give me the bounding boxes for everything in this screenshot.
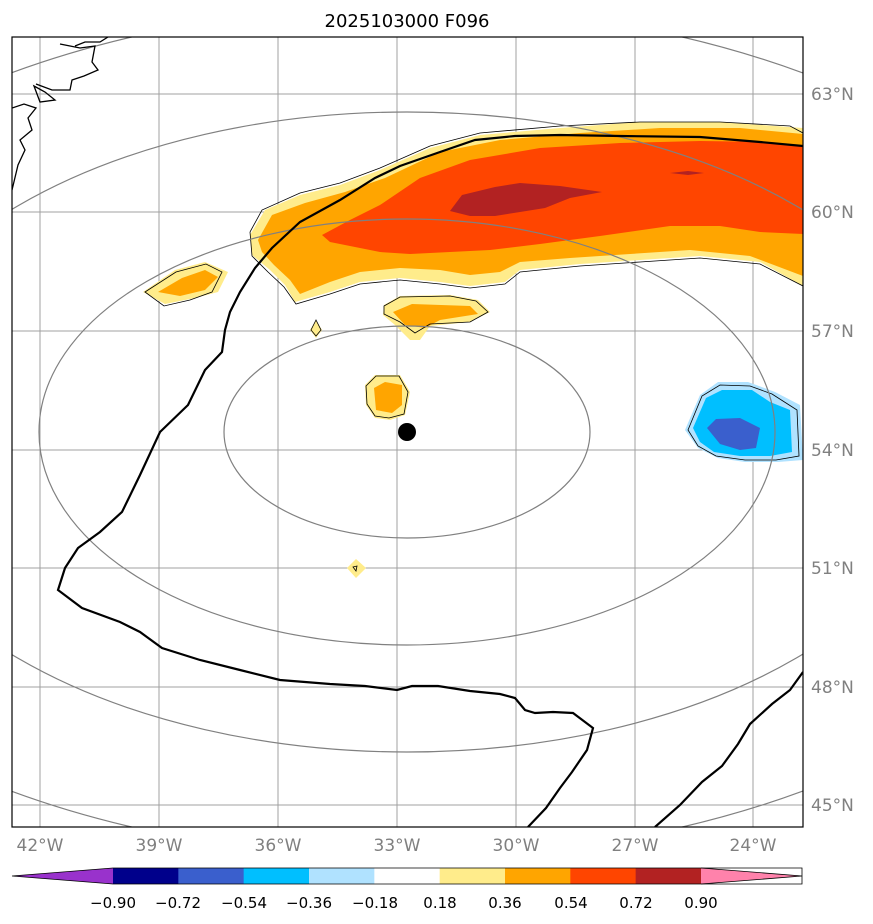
range-ring-3 [12,111,803,753]
colorbar-segment-4 [309,868,375,884]
lon-label-36w: 36°W [255,836,302,856]
coastline [12,37,109,191]
lon-label-24w: 24°W [730,836,777,856]
colorbar-tick-label-6: 0.18 [423,894,456,912]
colorbar-tick-label-7: 0.36 [488,894,521,912]
colorbar-tick-label-2: −0.72 [155,894,201,912]
lat-label-51n: 51°N [811,559,854,579]
range-ring-1 [223,325,591,539]
map-border [11,36,804,828]
contour-fill-west-patch-inner [158,270,218,296]
colorbar: −0.90 −0.72 −0.54 −0.36 −0.18 0.18 0.36 … [11,867,803,912]
longitude-labels: 42°W 39°W 36°W 33°W 30°W 27°W 24°W [17,836,777,856]
colorbar-segment-9 [635,868,702,884]
colorbar-segments [12,867,803,885]
colorbar-tick-label-10: 0.90 [684,894,717,912]
contour-line-center [365,375,409,419]
colorbar-tick-label-8: 0.54 [554,894,587,912]
colorbar-segment-1 [113,868,179,884]
colorbar-tick-label-4: −0.36 [286,894,332,912]
colorbar-segment-5 [374,868,441,884]
colorbar-outline [11,867,803,885]
colorbar-segment-7 [505,868,571,884]
coastline-greenland-east [35,43,100,91]
lon-label-42w: 42°W [17,836,64,856]
contour-fill-072-090-north [450,183,602,216]
range-rings [12,37,803,827]
feature-lines [56,133,803,827]
feature-line-southeast [654,671,803,827]
contour-fill-072-090-small [670,171,704,175]
contour-fill-central-north-inner [393,304,478,328]
colorbar-tick-label-9: 0.72 [619,894,652,912]
lon-label-27w: 27°W [612,836,659,856]
map-area [12,37,803,827]
feature-line-main [56,133,803,827]
contour-lines [144,121,803,572]
contour-line-neg-east [687,384,800,461]
colorbar-tick-label-5: −0.18 [352,894,398,912]
lon-label-30w: 30°W [493,836,540,856]
colorbar-ticks: −0.90 −0.72 −0.54 −0.36 −0.18 0.18 0.36 … [90,894,718,912]
center-point-marker [398,423,416,441]
colorbar-segment-8 [570,868,637,884]
colorbar-segment-6 [439,868,506,884]
coastline-island [32,84,57,103]
lon-label-33w: 33°W [374,836,421,856]
colorbar-extension-low [12,868,113,884]
lat-label-60n: 60°N [811,203,854,223]
lon-label-39w: 39°W [136,836,183,856]
contour-fill-tiny-patch [310,320,322,338]
colorbar-tick-label-1: −0.90 [90,894,136,912]
lat-label-63n: 63°N [811,85,854,105]
contour-fill-neg-054-072 [707,418,760,450]
contour-fill-center-inner [374,382,402,413]
colorbar-segment-2 [178,868,245,884]
lat-label-45n: 45°N [811,796,854,816]
lat-label-57n: 57°N [811,322,854,342]
coastline-greenland-north [74,37,109,47]
lat-label-54n: 54°N [811,441,854,461]
range-ring-2 [38,218,776,646]
map-title: 2025103000 F096 [325,11,490,32]
contour-line-tiny-patch [310,319,322,337]
contour-line-north-upper [249,121,803,233]
colorbar-tick-label-3: −0.54 [221,894,267,912]
coastline-greenland-west [12,103,38,191]
latitude-labels: 63°N 60°N 57°N 54°N 51°N 48°N 45°N [811,85,854,816]
lat-label-48n: 48°N [811,678,854,698]
contour-line-north-lower [249,231,803,305]
contour-line-central-north [383,295,489,334]
contour-line-south-patch [352,565,358,572]
colorbar-segment-3 [243,868,310,884]
contour-line-west-patch [144,263,223,307]
colorbar-extension-high [701,868,802,884]
